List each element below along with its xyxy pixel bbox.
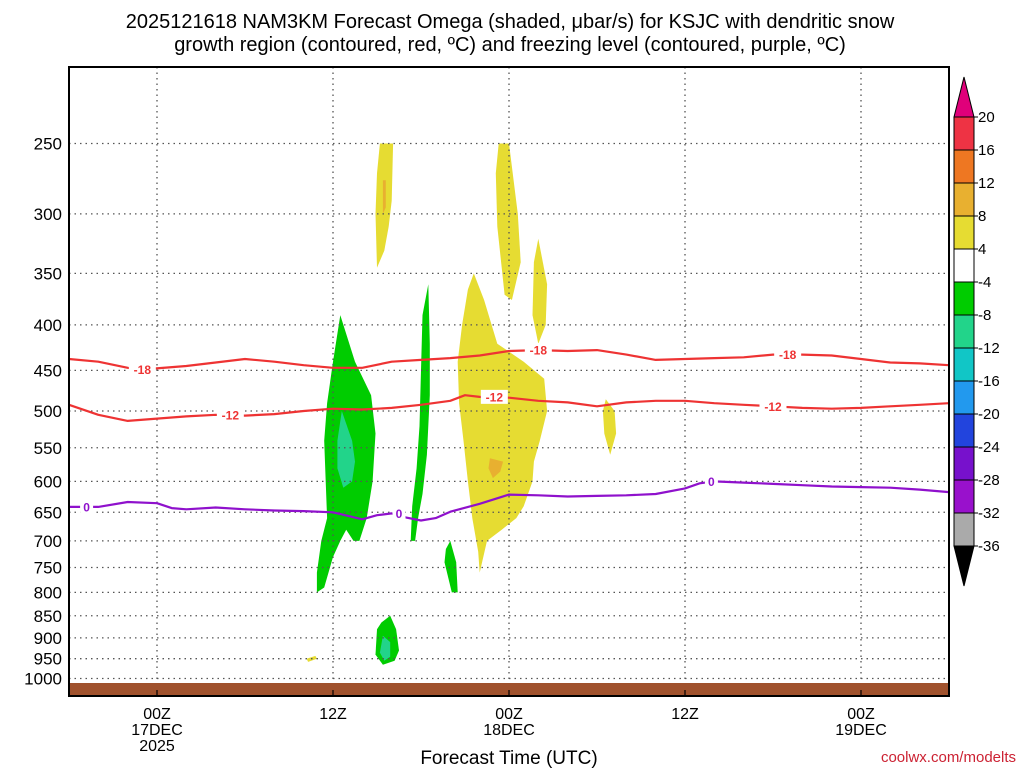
colorbar-label: -16 [978, 373, 1000, 390]
chart-title-line2: growth region (contoured, red, ºC) and f… [174, 34, 846, 56]
colorbar-label: -12 [978, 340, 1000, 357]
omega-colorbar: 20 16 12 8 4 -4 -8 -12 -16 -20 -24 -28 -32 -36 [953, 76, 1000, 587]
pressure-tick-label: 800 [34, 583, 62, 602]
colorbar-swatch [953, 479, 975, 514]
omega-region [410, 284, 430, 541]
colorbar-label: 4 [978, 241, 986, 258]
chart-title-line1: 2025121618 NAM3KM Forecast Omega (shaded… [126, 11, 895, 33]
contour-label-bg [524, 343, 552, 358]
contour-label: -12 [764, 400, 782, 414]
pressure-tick-label: 700 [34, 532, 62, 551]
colorbar-bottom-arrow [953, 545, 975, 587]
contour-label: -12 [222, 408, 240, 422]
omega-region [337, 411, 355, 488]
x-axis-title: Forecast Time (UTC) [420, 748, 597, 768]
pressure-tick-label: 450 [34, 361, 62, 380]
colorbar-swatch [953, 281, 975, 316]
contour-line [69, 480, 950, 522]
omega-region [488, 458, 504, 479]
pressure-tick-label: 1000 [24, 670, 62, 689]
pressure-tick-label: 250 [34, 135, 62, 154]
time-tick-label: 17DEC [131, 722, 183, 739]
pressure-axis: 250 300 350 400 450 500 550 600 650 700 750 800 850 9… [24, 135, 62, 689]
omega-region [457, 273, 548, 573]
pressure-tick-label: 600 [34, 472, 62, 491]
pressure-tick-label: 750 [34, 558, 62, 577]
pressure-tick-label: 550 [34, 439, 62, 458]
omega-shaded-regions [306, 143, 617, 665]
colorbar-label: -28 [978, 472, 1000, 489]
dotted-gridlines [69, 67, 949, 696]
colorbar-swatch [953, 512, 975, 547]
contour-label-bg [392, 506, 406, 521]
surface-terrain [69, 683, 949, 696]
contour-label-bg [704, 474, 718, 489]
omega-region [379, 635, 391, 661]
pressure-tick-label: 850 [34, 607, 62, 626]
omega-region [602, 399, 617, 455]
colorbar-swatch [953, 182, 975, 217]
time-tick-label: 12Z [319, 706, 347, 723]
colorbar-swatch [953, 116, 975, 151]
colorbar-swatch [953, 347, 975, 382]
contour-label-bg [80, 499, 94, 514]
contour-label: 0 [708, 475, 715, 489]
colorbar-label: -20 [978, 406, 1000, 423]
colorbar-swatch [953, 314, 975, 349]
pressure-tick-label: 400 [34, 316, 62, 335]
time-tick-label: 19DEC [835, 722, 887, 739]
colorbar-label: 8 [978, 208, 986, 225]
pressure-tick-label: 950 [34, 650, 62, 669]
pressure-tick-label: 900 [34, 629, 62, 648]
time-tick-label: 18DEC [483, 722, 535, 739]
colorbar-label: 20 [978, 109, 995, 126]
colorbar-swatch [953, 380, 975, 415]
omega-region [532, 238, 548, 344]
contour-label-bg [759, 399, 787, 414]
pressure-tick-label: 500 [34, 402, 62, 421]
colorbar-label: -32 [978, 505, 1000, 522]
omega-region [495, 143, 521, 300]
contour-label: -18 [134, 363, 152, 377]
source-credit: coolwx.com/modelts [881, 749, 1016, 766]
contour-label-bg [480, 389, 508, 404]
contour-label: 0 [396, 507, 403, 521]
contour-label: -18 [779, 348, 797, 362]
colorbar-swatch [953, 215, 975, 250]
time-tick-label: 00Z [847, 706, 875, 723]
omega-region [382, 180, 386, 214]
pressure-tick-label: 350 [34, 264, 62, 283]
colorbar-label: 12 [978, 175, 995, 192]
time-tick-label: 00Z [495, 706, 523, 723]
colorbar-swatch [953, 149, 975, 184]
omega-region [444, 540, 458, 593]
time-tick-label: 12Z [671, 706, 699, 723]
contour-line [68, 349, 950, 371]
colorbar-label: 16 [978, 142, 995, 159]
time-tick-label: 2025 [139, 738, 175, 755]
contour-label: 0 [83, 500, 90, 514]
colorbar-label: -36 [978, 538, 1000, 555]
colorbar-swatch [953, 413, 975, 448]
colorbar-swatch [953, 446, 975, 481]
time-tick-label: 00Z [143, 706, 171, 723]
contour-label-bg [774, 347, 802, 362]
colorbar-label: -24 [978, 439, 1000, 456]
colorbar-label: -4 [978, 274, 991, 291]
colorbar-top-arrow [953, 76, 975, 118]
pressure-tick-label: 300 [34, 205, 62, 224]
colorbar-label: -8 [978, 307, 991, 324]
temperature-contours: -18 -18 -18 -12 -12 -12 0 0 0 [68, 343, 950, 522]
contour-label: -18 [530, 344, 548, 358]
contour-label-bg [216, 407, 244, 422]
contour-label: -12 [486, 390, 504, 404]
colorbar-swatch [953, 248, 975, 283]
pressure-tick-label: 650 [34, 503, 62, 522]
contour-label-bg [128, 362, 156, 377]
